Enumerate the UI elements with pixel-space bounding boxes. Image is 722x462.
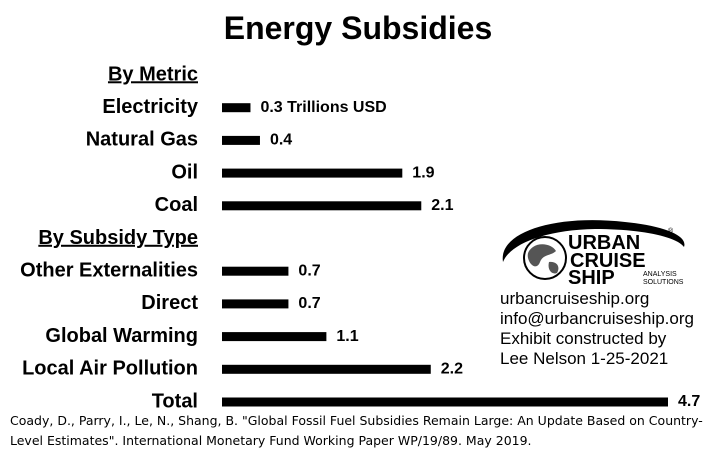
value-label-global-warming: 1.1 bbox=[336, 328, 358, 345]
group-header-0: By Metric bbox=[108, 63, 198, 85]
credit-line-2: Lee Nelson 1-25-2021 bbox=[500, 349, 669, 368]
value-label-coal: 2.1 bbox=[431, 197, 453, 214]
category-label-local-air-pollution: Local Air Pollution bbox=[22, 358, 198, 380]
logo-line-2: CRUISE bbox=[570, 250, 646, 272]
credit-line-1: Exhibit constructed by bbox=[500, 329, 667, 348]
bar-coal bbox=[222, 201, 422, 211]
bar-total bbox=[222, 397, 668, 407]
category-label-natural-gas: Natural Gas bbox=[86, 129, 198, 151]
logo-swoosh-icon bbox=[502, 220, 685, 262]
chart-title: Energy Subsidies bbox=[224, 10, 493, 46]
category-label-electricity: Electricity bbox=[102, 96, 198, 118]
logo-line-1: URBAN bbox=[568, 232, 640, 254]
value-label-oil: 1.9 bbox=[412, 164, 434, 181]
value-label-other-externalities: 0.7 bbox=[298, 262, 320, 279]
category-label-oil: Oil bbox=[171, 161, 198, 183]
category-label-other-externalities: Other Externalities bbox=[20, 259, 198, 281]
bar-global-warming bbox=[222, 332, 327, 342]
value-label-local-air-pollution: 2.2 bbox=[441, 361, 463, 378]
category-label-coal: Coal bbox=[155, 194, 198, 216]
logo-registered-mark: ® bbox=[668, 227, 674, 235]
bar-oil bbox=[222, 168, 403, 178]
chart-rows: By Metric Electricity 0.3 Trillions USD Nat… bbox=[20, 63, 700, 412]
category-label-total: Total bbox=[152, 390, 198, 412]
bar-local-air-pollution bbox=[222, 364, 431, 374]
logo-line-3: SHIP bbox=[568, 267, 615, 289]
bar-direct bbox=[222, 299, 289, 309]
category-label-global-warming: Global Warming bbox=[45, 325, 198, 347]
bar-natural-gas bbox=[222, 135, 260, 145]
urban-cruise-ship-logo: URBAN CRUISE SHIP ANALYSIS SOLUTIONS ® bbox=[502, 220, 685, 289]
source-citation: Coady, D., Parry, I., Le, N., Shang, B. … bbox=[10, 413, 703, 448]
email-text: info@urbancruiseship.org bbox=[500, 309, 694, 328]
logo-tag-2: SOLUTIONS bbox=[643, 279, 684, 286]
category-label-direct: Direct bbox=[141, 292, 198, 314]
globe-land-icon bbox=[527, 244, 559, 274]
group-header-1: By Subsidy Type bbox=[38, 227, 198, 249]
bar-electricity bbox=[222, 103, 251, 113]
website-text: urbancruiseship.org bbox=[500, 289, 650, 308]
value-label-direct: 0.7 bbox=[298, 295, 320, 312]
bar-other-externalities bbox=[222, 266, 289, 276]
value-label-electricity: 0.3 Trillions USD bbox=[260, 99, 386, 116]
value-label-natural-gas: 0.4 bbox=[270, 132, 292, 149]
value-label-total: 4.7 bbox=[678, 393, 700, 410]
contact-info: urbancruiseship.org info@urbancruiseship… bbox=[500, 289, 694, 369]
logo-tag-1: ANALYSIS bbox=[643, 271, 677, 278]
